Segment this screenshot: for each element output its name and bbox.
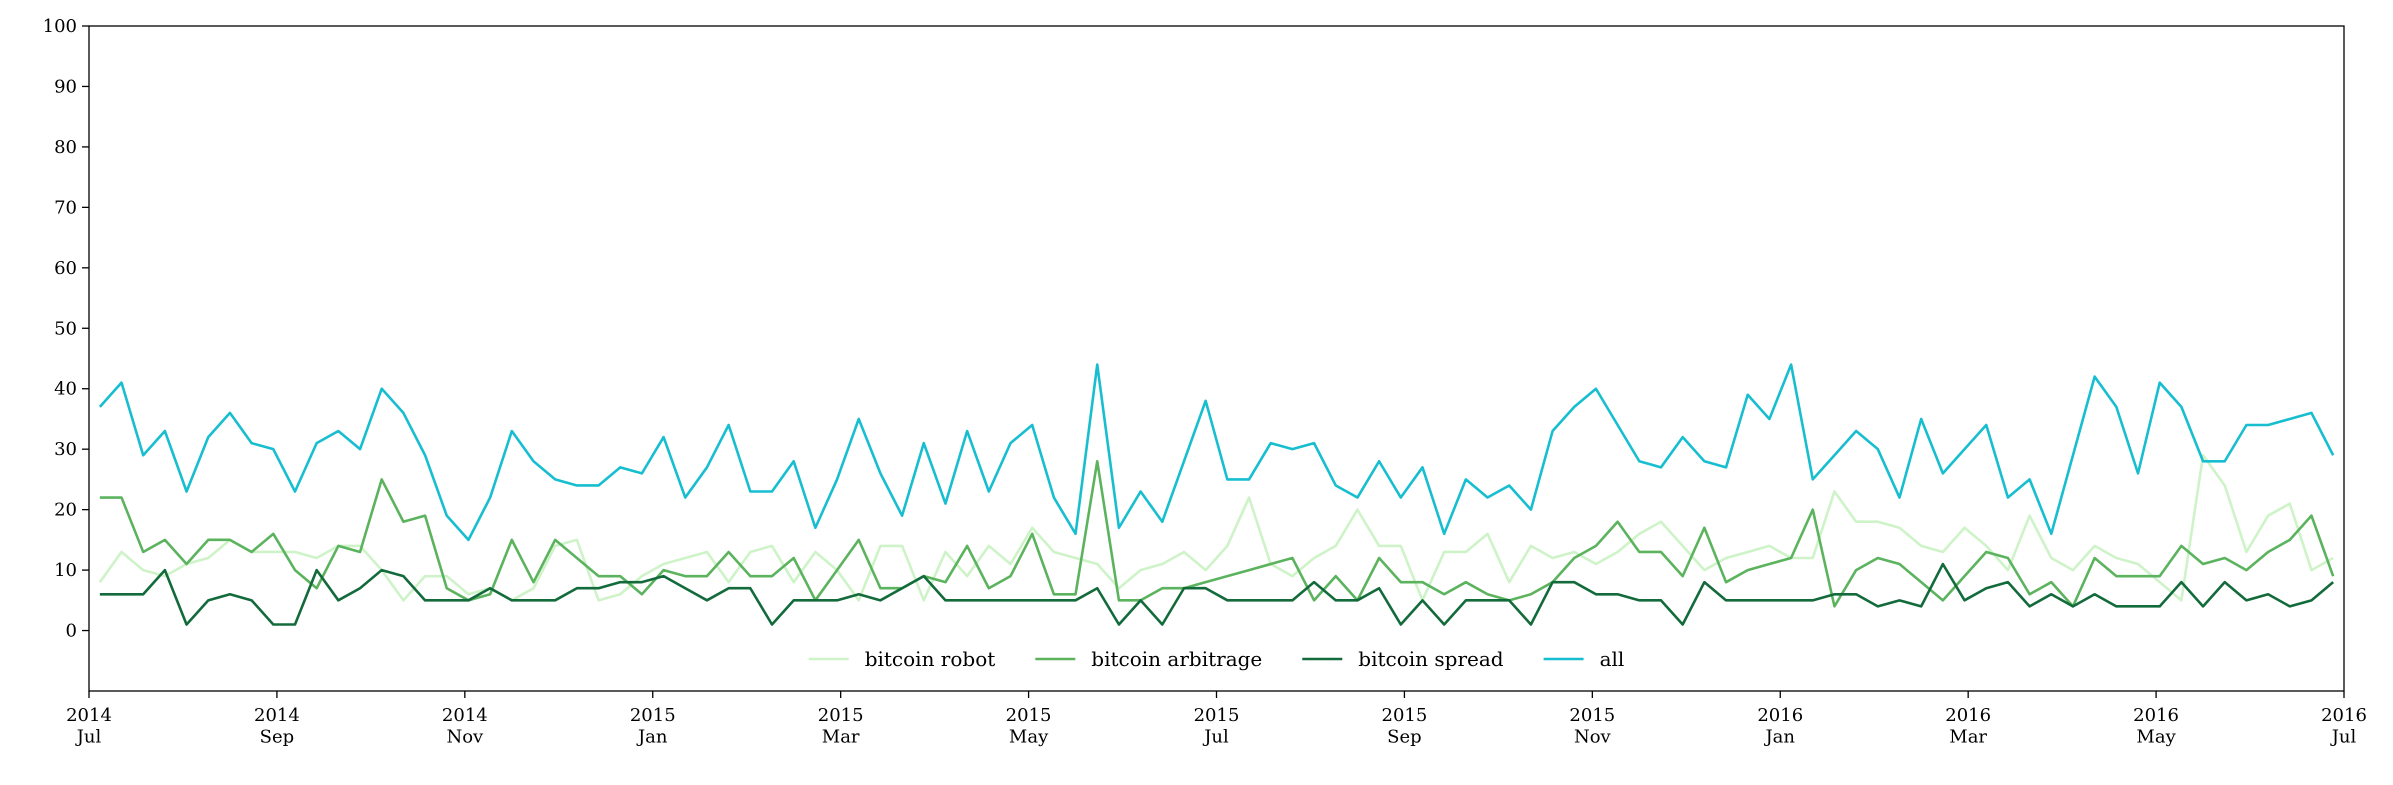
x-tick-label: 2015 May (1006, 705, 1052, 748)
x-tick-label: 2016 Jul (2321, 705, 2367, 748)
series-line (99, 562, 2334, 626)
y-tick-label: 40 (54, 379, 77, 400)
y-tick-label: 90 (54, 76, 77, 97)
y-tick-label: 80 (54, 137, 77, 158)
x-tick-label: 2014 Sep (254, 705, 300, 748)
y-tick-label: 10 (54, 560, 77, 581)
legend-label: bitcoin arbitrage (1091, 647, 1262, 671)
x-tick-label: 2014 Jul (66, 705, 112, 748)
y-tick-label: 30 (54, 439, 77, 460)
legend: bitcoin robot bitcoin arbitrage bitcoin sp… (808, 647, 1625, 671)
legend-item: bitcoin spread (1302, 647, 1504, 671)
legend-label: all (1600, 647, 1625, 671)
legend-item: all (1543, 647, 1625, 671)
y-tick-label: 60 (54, 258, 77, 279)
x-tick-label: 2016 May (2133, 705, 2179, 748)
y-tick-label: 100 (43, 16, 77, 37)
plot-frame (88, 25, 2345, 692)
legend-item: bitcoin arbitrage (1035, 647, 1262, 671)
legend-label: bitcoin robot (865, 647, 996, 671)
x-tick-label: 2015 Jul (1194, 705, 1240, 748)
x-tick-label: 2015 Mar (818, 705, 864, 748)
x-tick-label: 2016 Mar (1945, 705, 1991, 748)
legend-item: bitcoin robot (808, 647, 996, 671)
x-tick-label: 2015 Sep (1382, 705, 1428, 748)
y-tick-label: 50 (54, 318, 77, 339)
x-tick-label: 2015 Jan (630, 705, 676, 748)
y-tick-label: 70 (54, 197, 77, 218)
legend-label: bitcoin spread (1358, 647, 1504, 671)
x-tick-label: 2016 Jan (1757, 705, 1803, 748)
series-line (98, 363, 2335, 542)
y-tick-label: 0 (66, 621, 77, 642)
series-line (98, 453, 2334, 602)
y-tick-label: 20 (54, 500, 77, 521)
x-tick-label: 2015 Nov (1569, 705, 1615, 748)
x-tick-label: 2014 Nov (442, 705, 488, 748)
